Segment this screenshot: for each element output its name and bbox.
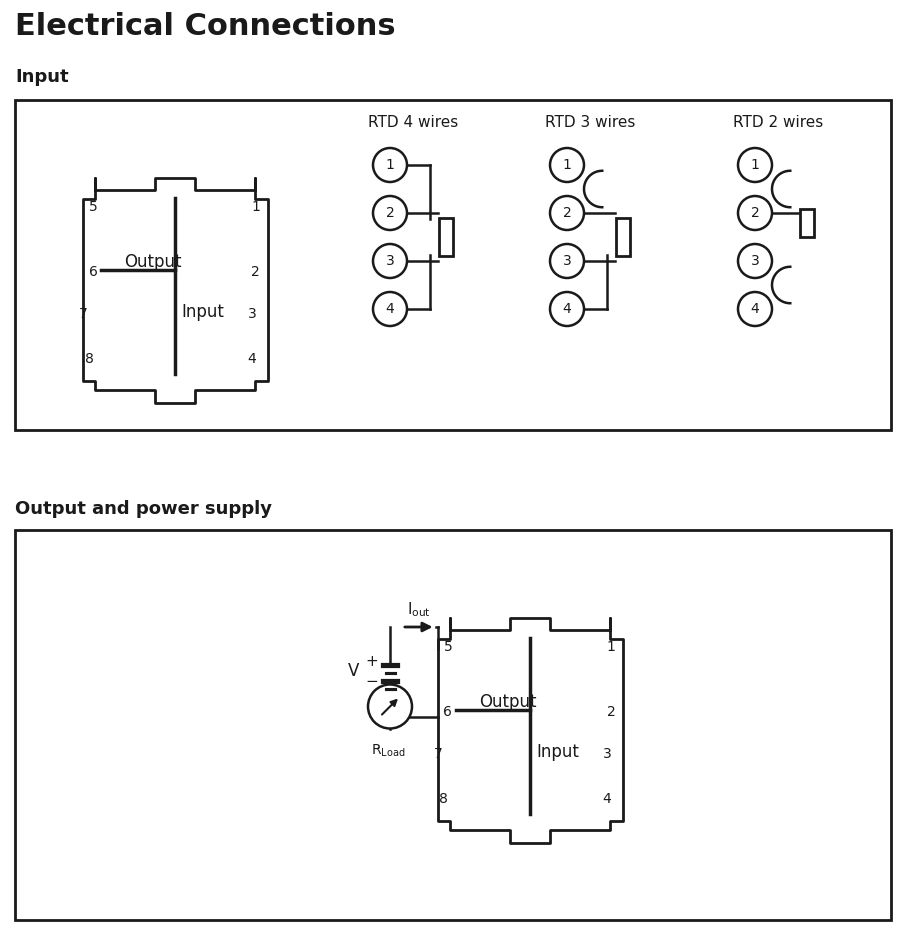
Text: RTD 2 wires: RTD 2 wires [733,115,824,130]
Text: R$_{\mathsf{Load}}$: R$_{\mathsf{Load}}$ [371,742,405,759]
Text: 4: 4 [247,352,256,366]
Text: Output: Output [479,693,536,711]
Text: 3: 3 [751,254,759,268]
Text: −: − [366,674,379,689]
Circle shape [550,148,584,182]
Text: 2: 2 [563,206,572,220]
Bar [616,218,630,256]
Circle shape [550,244,584,278]
Text: 2: 2 [386,206,394,220]
Bar [439,218,453,256]
Polygon shape [82,178,267,402]
Circle shape [738,148,772,182]
Text: RTD 4 wires: RTD 4 wires [368,115,458,130]
Text: 7: 7 [79,307,87,321]
Circle shape [738,244,772,278]
Text: 6: 6 [444,706,452,720]
Text: Input: Input [536,743,580,761]
Bar [15,530,891,920]
Text: 4: 4 [563,302,572,316]
Text: 1: 1 [563,158,572,172]
Text: 2: 2 [252,266,260,280]
Text: 1: 1 [750,158,759,172]
Text: Input: Input [181,303,225,321]
Circle shape [373,148,407,182]
Text: 4: 4 [386,302,394,316]
Circle shape [738,292,772,326]
Text: 2: 2 [751,206,759,220]
Circle shape [373,292,407,326]
Text: 8: 8 [84,352,93,366]
Text: 3: 3 [386,254,394,268]
Circle shape [550,292,584,326]
Text: V: V [348,662,360,680]
Text: Electrical Connections: Electrical Connections [15,12,396,41]
Text: 1: 1 [252,200,260,214]
Text: 3: 3 [602,747,612,761]
Text: 6: 6 [89,266,97,280]
Bar [15,100,891,430]
Text: Output: Output [124,253,182,271]
Text: 4: 4 [751,302,759,316]
Circle shape [373,244,407,278]
Text: 7: 7 [433,747,442,761]
Bar [800,209,814,237]
Text: Input: Input [15,68,69,86]
Circle shape [550,196,584,230]
Text: 2: 2 [606,706,615,720]
Circle shape [368,684,412,728]
Text: I$_{\mathsf{out}}$: I$_{\mathsf{out}}$ [407,600,430,619]
Text: 4: 4 [602,792,612,806]
Text: Output and power supply: Output and power supply [15,500,272,518]
Text: 5: 5 [444,640,452,654]
Text: 3: 3 [247,307,256,321]
Text: +: + [366,653,379,668]
Text: 1: 1 [386,158,394,172]
Text: 8: 8 [439,792,448,806]
Text: RTD 3 wires: RTD 3 wires [545,115,635,130]
Text: 5: 5 [89,200,97,214]
Circle shape [738,196,772,230]
Polygon shape [438,618,622,842]
Text: 1: 1 [606,640,615,654]
Circle shape [373,196,407,230]
Text: 3: 3 [563,254,572,268]
